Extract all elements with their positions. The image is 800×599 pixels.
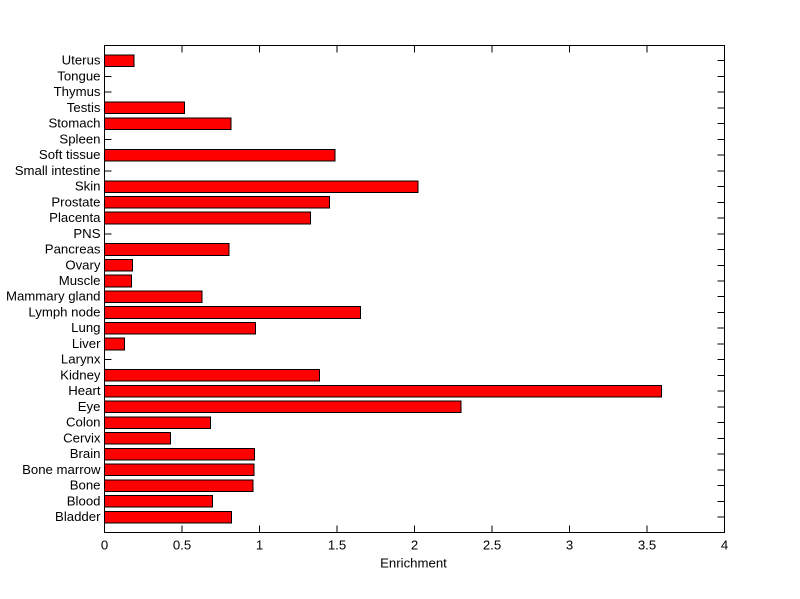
svg-text:Thymus: Thymus [54, 84, 101, 99]
svg-text:Skin: Skin [75, 179, 101, 194]
svg-text:1: 1 [256, 538, 263, 553]
svg-text:3: 3 [566, 538, 573, 553]
svg-text:Lung: Lung [71, 320, 100, 335]
svg-text:Prostate: Prostate [51, 194, 100, 209]
svg-text:3.5: 3.5 [638, 538, 656, 553]
svg-text:Pancreas: Pancreas [45, 242, 101, 257]
svg-text:Enrichment: Enrichment [380, 556, 447, 571]
svg-text:Small intestine: Small intestine [15, 163, 101, 178]
svg-text:Placenta: Placenta [49, 210, 101, 225]
svg-text:Soft tissue: Soft tissue [39, 147, 101, 162]
svg-text:Mammary gland: Mammary gland [6, 289, 101, 304]
svg-text:2: 2 [411, 538, 418, 553]
svg-text:Muscle: Muscle [59, 273, 101, 288]
svg-text:Stomach: Stomach [48, 116, 100, 131]
svg-text:Lymph node: Lymph node [28, 304, 100, 319]
svg-text:Brain: Brain [70, 446, 101, 461]
svg-text:Larynx: Larynx [61, 352, 101, 367]
svg-text:Blood: Blood [67, 493, 101, 508]
svg-text:1.5: 1.5 [328, 538, 346, 553]
svg-text:Bladder: Bladder [55, 509, 101, 524]
svg-text:Tongue: Tongue [57, 68, 100, 83]
svg-text:0.5: 0.5 [173, 538, 191, 553]
svg-text:Kidney: Kidney [60, 367, 101, 382]
svg-text:Uterus: Uterus [62, 53, 101, 68]
svg-text:Bone: Bone [70, 478, 101, 493]
svg-text:Bone marrow: Bone marrow [22, 462, 101, 477]
svg-text:Colon: Colon [66, 415, 100, 430]
svg-text:Spleen: Spleen [59, 131, 100, 146]
svg-text:PNS: PNS [73, 226, 100, 241]
svg-text:2.5: 2.5 [483, 538, 501, 553]
svg-text:Heart: Heart [68, 383, 101, 398]
svg-text:0: 0 [101, 538, 108, 553]
svg-text:4: 4 [721, 538, 728, 553]
svg-text:Ovary: Ovary [65, 257, 101, 272]
svg-text:Cervix: Cervix [63, 430, 101, 445]
svg-text:Liver: Liver [72, 336, 101, 351]
svg-text:Eye: Eye [78, 399, 101, 414]
svg-text:Testis: Testis [67, 100, 101, 115]
